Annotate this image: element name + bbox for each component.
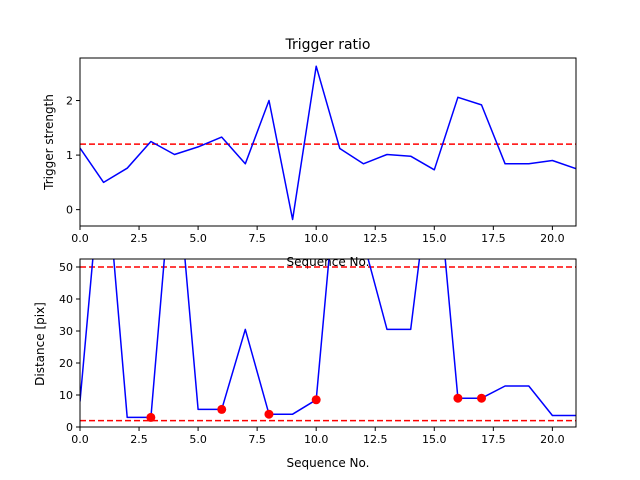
axes-frame <box>79 258 577 428</box>
series-lines <box>80 65 576 221</box>
x-tick-label: 15.0 <box>422 232 447 245</box>
y-tick-label: 10 <box>59 389 73 402</box>
x-tick-label: 12.5 <box>363 232 388 245</box>
x-axis-label: Sequence No. <box>287 456 370 470</box>
axes-frame <box>79 57 577 227</box>
y-tick-label: 20 <box>59 357 73 370</box>
data-point-marker <box>146 412 156 422</box>
y-axis-label: Trigger strength <box>42 94 56 191</box>
y-tick-label: 30 <box>59 325 73 338</box>
y-tick-label: 50 <box>59 261 73 274</box>
x-tick-label: 12.5 <box>363 433 388 446</box>
data-point-marker <box>217 404 227 414</box>
x-tick-label: 15.0 <box>422 433 447 446</box>
x-tick-label: 20.0 <box>540 433 565 446</box>
axis-ticks: 0.0 2.5 5.0 7.5 10.0 12.5 15.0 17.5 20.0 0 1 2 <box>66 95 565 245</box>
y-tick-label: 0 <box>66 204 73 217</box>
axis-ticks: 0.0 2.5 5.0 7.5 10.0 12.5 15.0 17.5 20.0 0 10 20 30 4… <box>59 261 565 446</box>
x-tick-label: 7.5 <box>248 232 266 245</box>
distance-subplot: Distance [pix] Sequence No. 0.0 2.5 5.0 7.5… <box>33 258 577 470</box>
x-tick-label: 0.0 <box>71 433 89 446</box>
series-markers <box>146 393 487 422</box>
series-line <box>80 259 576 419</box>
data-point-marker <box>453 393 463 403</box>
data-point-marker <box>311 395 321 405</box>
plot-area: 0.0 2.5 5.0 7.5 10.0 12.5 15.0 17.5 20.0 0 10 20 30 4… <box>59 258 577 446</box>
x-tick-label: 5.0 <box>189 232 207 245</box>
x-tick-label: 10.0 <box>304 232 329 245</box>
y-axis-label: Distance [pix] <box>33 302 47 386</box>
x-tick-label: 17.5 <box>481 232 506 245</box>
series-line <box>80 65 576 221</box>
x-tick-label: 2.5 <box>130 433 148 446</box>
x-tick-label: 17.5 <box>481 433 506 446</box>
data-point-marker <box>264 409 274 419</box>
chart-title: Trigger ratio <box>284 37 370 53</box>
y-tick-label: 0 <box>66 421 73 434</box>
x-tick-label: 2.5 <box>130 232 148 245</box>
y-tick-label: 40 <box>59 293 73 306</box>
x-tick-label: 7.5 <box>248 433 266 446</box>
series-lines <box>80 259 576 419</box>
data-point-marker <box>477 393 487 403</box>
x-tick-label: 10.0 <box>304 433 329 446</box>
y-tick-label: 1 <box>66 149 73 162</box>
x-tick-label: 5.0 <box>189 433 207 446</box>
plot-area: 0.0 2.5 5.0 7.5 10.0 12.5 15.0 17.5 20.0 0 1 2 <box>66 57 577 245</box>
trigger-ratio-subplot: Trigger ratio Trigger strength Sequence … <box>42 37 577 269</box>
y-tick-label: 2 <box>66 95 73 108</box>
x-tick-label: 0.0 <box>71 232 89 245</box>
x-tick-label: 20.0 <box>540 232 565 245</box>
